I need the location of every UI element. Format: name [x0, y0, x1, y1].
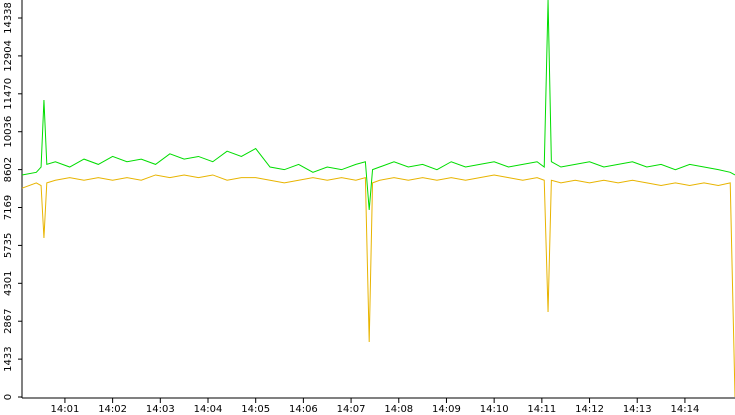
x-tick-label: 14:10: [480, 404, 509, 415]
x-tick-label: 14:13: [623, 404, 652, 415]
y-tick-label: 2867: [3, 308, 14, 333]
x-tick-label: 14:04: [194, 404, 223, 415]
y-tick-label: 5735: [3, 233, 14, 258]
x-tick-label: 14:07: [337, 404, 366, 415]
x-tick-label: 14:06: [289, 404, 318, 415]
y-tick-label: 7169: [3, 195, 14, 220]
x-tick-label: 14:01: [51, 404, 80, 415]
x-tick-label: 14:05: [241, 404, 270, 415]
x-tick-label: 14:11: [527, 404, 556, 415]
x-tick-label: 14:03: [146, 404, 175, 415]
y-tick-label: 8602: [3, 157, 14, 182]
y-tick-label: 1433: [3, 346, 14, 371]
y-tick-label: 4301: [3, 271, 14, 296]
x-tick-label: 14:02: [98, 404, 127, 415]
series-line: [21, 174, 735, 398]
x-tick-label: 14:12: [575, 404, 604, 415]
x-tick-label: 14:08: [384, 404, 413, 415]
y-tick-label: 12904: [3, 40, 14, 72]
y-tick-label: 14338: [3, 2, 14, 34]
x-tick-label: 14:14: [671, 404, 700, 415]
x-tick-label: 14:09: [432, 404, 461, 415]
y-tick-label: 11470: [3, 78, 14, 110]
y-tick-label: 0: [3, 394, 14, 400]
y-tick-label: 10036: [3, 116, 14, 148]
series-line: [21, 0, 735, 211]
